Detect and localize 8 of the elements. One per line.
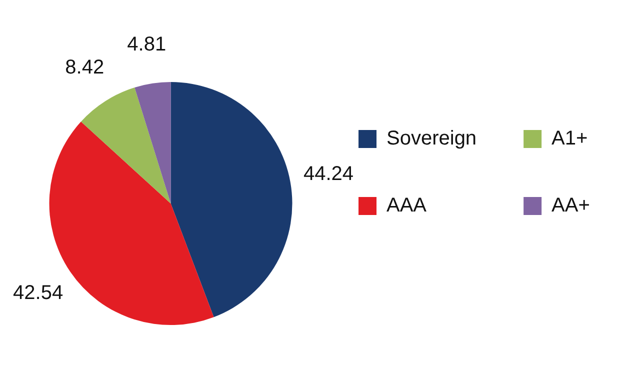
data-label: 44.24: [303, 163, 354, 186]
data-label: 8.42: [65, 56, 104, 79]
data-label: 42.54: [13, 282, 64, 304]
legend-label: A1+: [552, 128, 588, 150]
legend-label: Sovereign: [386, 128, 477, 150]
legend-label: AA+: [552, 194, 590, 217]
data-label: 4.81: [127, 33, 166, 56]
legend-label: AAA: [386, 194, 428, 217]
